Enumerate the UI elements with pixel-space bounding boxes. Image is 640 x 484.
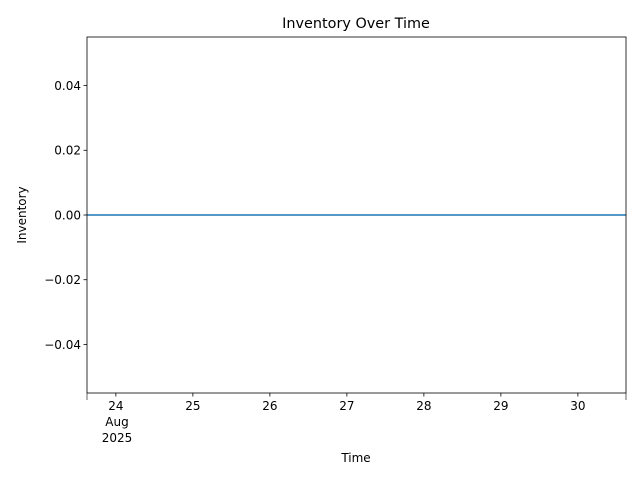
x-tick-label: 24 — [108, 399, 123, 413]
y-tick-label: −0.02 — [44, 273, 81, 287]
chart-title: Inventory Over Time — [282, 16, 430, 32]
x-tick-label: 30 — [570, 399, 585, 413]
x-tick-label: 29 — [493, 399, 508, 413]
y-tick-label: −0.04 — [44, 338, 81, 352]
x-tick-label: 27 — [339, 399, 354, 413]
y-tick-label: 0.00 — [54, 208, 81, 222]
x-tick-label: 25 — [185, 399, 200, 413]
x-offset-label-year: 2025 — [102, 431, 133, 445]
y-tick-label: 0.02 — [54, 144, 81, 158]
x-offset-label-month: Aug — [105, 415, 128, 429]
x-axis-label: Time — [340, 451, 370, 465]
x-tick-label: 28 — [416, 399, 431, 413]
y-tick-label: 0.04 — [54, 79, 81, 93]
y-axis-label: Inventory — [15, 186, 29, 243]
x-tick-label: 26 — [262, 399, 277, 413]
